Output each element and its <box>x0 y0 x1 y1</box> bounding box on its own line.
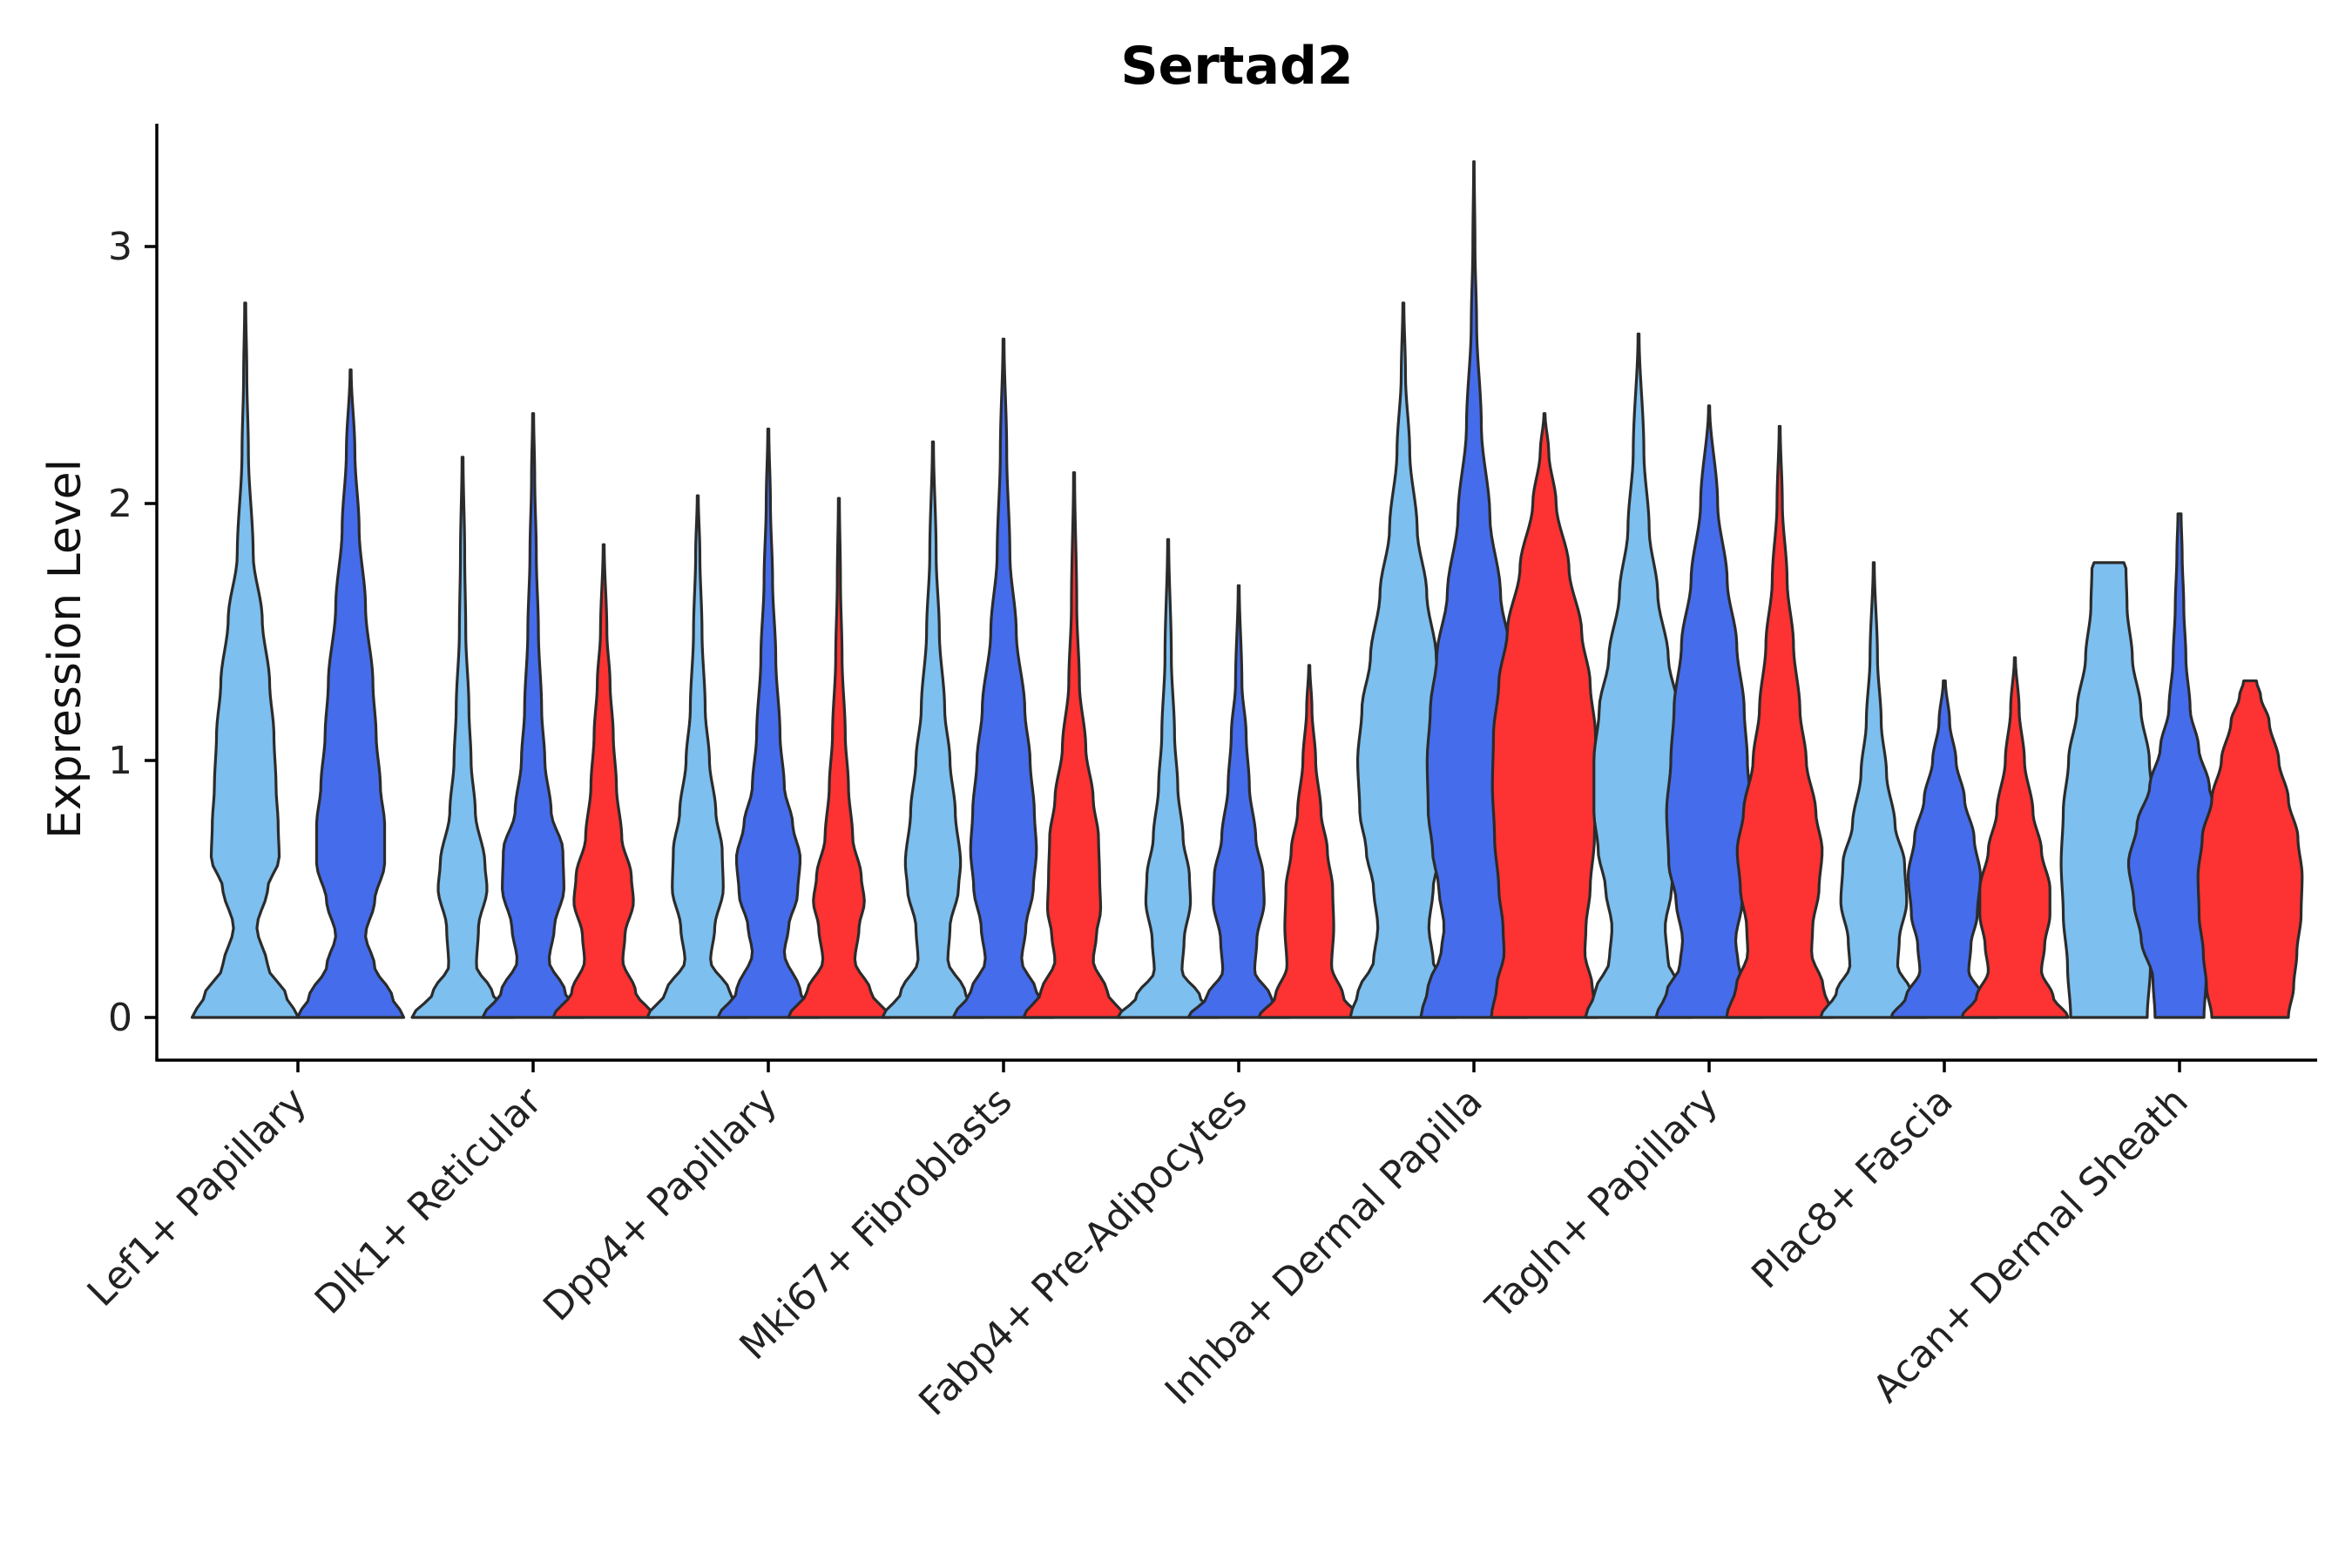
violin-7-light <box>1584 332 1693 1019</box>
violin-3-red <box>787 497 891 1019</box>
violin-1-light <box>190 301 301 1019</box>
violin-2-light <box>410 456 515 1019</box>
violin-8-light <box>1819 561 1929 1019</box>
violin-2-blue <box>481 412 585 1019</box>
violin-4-blue <box>951 337 1056 1019</box>
violin-9-red <box>2196 679 2304 1019</box>
violin-layer <box>190 160 2304 1019</box>
violin-2-red <box>551 543 656 1019</box>
y-tick-label-2: 2 <box>108 482 132 526</box>
y-axis-label: Expression Level <box>39 459 91 839</box>
y-tick-label-1: 1 <box>108 739 132 783</box>
violin-5-red <box>1257 664 1362 1019</box>
x-tick-label-1: Lef1+ Papillary <box>79 1079 315 1315</box>
violin-4-red <box>1022 471 1126 1019</box>
violin-4-light <box>881 440 985 1019</box>
x-tick-label-3: Dpp4+ Papillary <box>535 1079 786 1330</box>
violin-7-red <box>1725 424 1835 1019</box>
violin-5-blue <box>1186 584 1291 1019</box>
violin-1-blue <box>295 368 406 1019</box>
violin-6-red <box>1490 412 1599 1019</box>
y-tick-label-0: 0 <box>108 996 132 1040</box>
x-tick-label-2: Dlk1+ Reticular <box>307 1078 551 1323</box>
violin-3-light <box>645 494 750 1019</box>
chart-title: Sertad2 <box>1120 36 1353 97</box>
x-tick-label-8: Plac8+ Fascia <box>1743 1079 1962 1298</box>
y-tick-label-3: 3 <box>108 225 132 269</box>
violin-3-blue <box>716 427 821 1019</box>
x-tick-label-7: Tagln+ Papillary <box>1477 1079 1727 1328</box>
violin-5-light <box>1116 537 1220 1019</box>
violin-8-blue <box>1889 679 1999 1019</box>
violin-8-red <box>1960 656 2070 1019</box>
